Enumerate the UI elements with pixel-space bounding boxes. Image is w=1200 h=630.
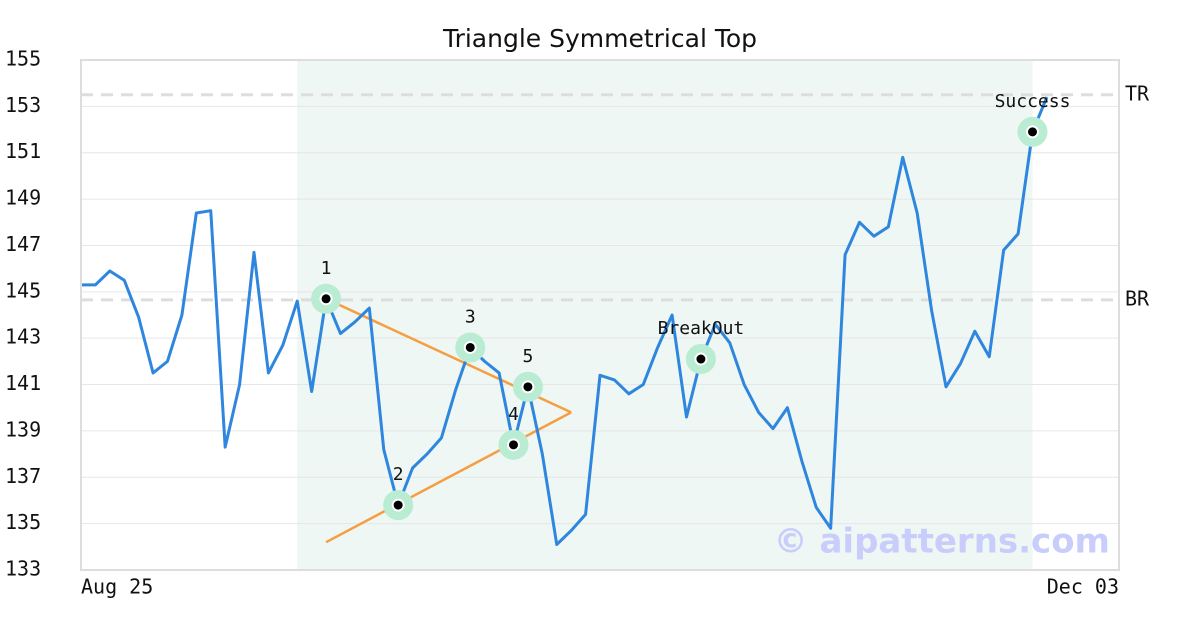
pivot-point [507,438,520,452]
y-tick-label: 145 [5,278,41,302]
pivot-point [521,380,535,394]
price-line [81,96,1049,546]
y-tick-label: 151 [5,139,41,163]
y-tick-label: 149 [5,186,41,210]
y-tick-label: 141 [5,371,41,395]
pivot-point [319,292,333,306]
pivot-point [1026,125,1039,139]
pivot-label: 1 [321,258,332,279]
pivot-label: 3 [465,306,476,327]
y-tick-label: 139 [5,417,41,441]
pivot-label: 4 [508,404,519,425]
y-tick-label: 133 [5,557,41,581]
plot-frame [80,59,1120,571]
level-label: BR [1125,286,1150,310]
y-tick-label: 137 [5,464,41,488]
pattern-region [297,60,1033,570]
chart-title: Triangle Symmetrical Top [442,24,757,53]
pivot-label: Success [995,91,1071,112]
x-tick-label: Dec 03 [1047,575,1119,599]
pattern-line [325,411,572,544]
pivot-point [391,498,405,512]
y-tick-label: 147 [5,232,41,256]
y-tick-label: 153 [5,93,41,117]
pivot-label: BreakOut [658,318,745,339]
y-tick-label: 143 [5,325,41,349]
y-tick-label: 155 [5,47,41,71]
pivot-point [694,352,708,366]
pivot-label: 5 [522,346,533,367]
x-tick-label: Aug 25 [81,575,153,599]
y-tick-label: 135 [5,510,41,534]
level-label: TR [1125,81,1150,105]
pivot-label: 2 [393,464,404,485]
watermark: © aipatterns.com [774,522,1110,562]
pivot-point [463,340,477,354]
